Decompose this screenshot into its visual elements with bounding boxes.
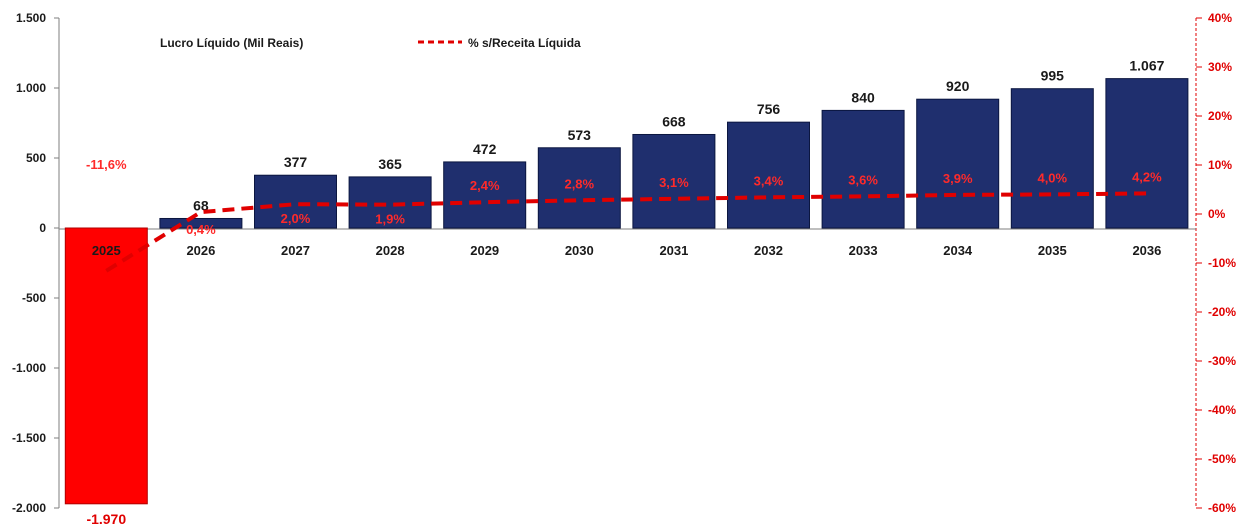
percent-label: 3,4% xyxy=(754,173,784,188)
percent-label: 3,9% xyxy=(943,171,973,186)
bar-2035 xyxy=(1010,88,1094,229)
right-tick-label: 0% xyxy=(1208,207,1226,221)
category-label: 2032 xyxy=(754,243,783,258)
right-tick-label: -20% xyxy=(1208,305,1236,319)
left-tick-label: 500 xyxy=(26,151,46,165)
right-tick-label: 20% xyxy=(1208,109,1232,123)
value-label: 756 xyxy=(757,101,781,117)
value-label: 377 xyxy=(284,154,308,170)
bar-2030 xyxy=(537,147,621,229)
percent-line-layer xyxy=(105,191,1147,273)
value-label: 995 xyxy=(1041,68,1065,84)
category-label: 2035 xyxy=(1038,243,1067,258)
category-label: 2031 xyxy=(659,243,688,258)
right-tick-label: -40% xyxy=(1208,403,1236,417)
percent-label: 2,4% xyxy=(470,178,500,193)
value-label: -1.970 xyxy=(86,511,126,527)
value-label: 573 xyxy=(568,127,592,143)
left-tick-label: -1.500 xyxy=(12,431,46,445)
percent-label: 3,1% xyxy=(659,175,689,190)
percent-labels: -11,6% 0,4% 2,0% 1,9% 2,4% 2,8% 3,1% 3,4% 3,6% 3,… xyxy=(86,157,1162,237)
percent-label: 2,8% xyxy=(564,176,594,191)
bar-2032 xyxy=(727,121,810,229)
bar-2033 xyxy=(821,109,905,229)
value-label: 68 xyxy=(193,197,209,213)
category-label: 2036 xyxy=(1132,243,1161,258)
right-tick-label: -10% xyxy=(1208,256,1236,270)
right-ticks: 40% 30% 20% 10% 0% -10% -20% -30% -40% -50% -60% xyxy=(1196,11,1236,515)
category-label: 2028 xyxy=(376,243,405,258)
left-tick-label: -500 xyxy=(22,291,46,305)
category-label: 2033 xyxy=(849,243,878,258)
percent-label: 0,4% xyxy=(186,222,216,237)
bar-2025 xyxy=(64,227,148,505)
bar-2036 xyxy=(1105,78,1189,229)
value-label: 365 xyxy=(378,156,402,172)
left-tick-label: 1.000 xyxy=(16,81,46,95)
right-tick-label: 10% xyxy=(1208,158,1232,172)
category-label: 2030 xyxy=(565,243,594,258)
left-tick-label: 1.500 xyxy=(16,11,46,25)
value-labels: -1.970 68 377 365 472 573 668 756 840 920 995 1.067 xyxy=(86,58,1164,527)
legend-line-series-label: % s/Receita Líquida xyxy=(468,36,581,50)
category-label: 2034 xyxy=(943,243,973,258)
category-label: 2026 xyxy=(186,243,215,258)
left-tick-label: -2.000 xyxy=(12,501,46,515)
bar-2031 xyxy=(632,133,716,229)
right-tick-label: -50% xyxy=(1208,452,1236,466)
category-label: 2025 xyxy=(92,243,121,258)
percent-label: 4,0% xyxy=(1037,170,1067,185)
percent-label: 4,2% xyxy=(1132,169,1162,184)
percent-label: -11,6% xyxy=(86,157,127,172)
right-tick-label: 40% xyxy=(1208,11,1232,25)
value-label: 920 xyxy=(946,78,970,94)
percent-label: 1,9% xyxy=(375,212,405,227)
percent-label: 2,0% xyxy=(281,211,311,226)
percent-line xyxy=(105,191,1147,273)
bar-2026 xyxy=(159,217,243,229)
legend: Lucro Líquido (Mil Reais) % s/Receita Lí… xyxy=(160,36,581,50)
right-tick-label: 30% xyxy=(1208,60,1232,74)
bar-2029 xyxy=(443,161,527,229)
legend-bar-series-label: Lucro Líquido (Mil Reais) xyxy=(160,36,303,50)
percent-label: 3,6% xyxy=(848,172,878,187)
category-label: 2029 xyxy=(470,243,499,258)
bar-2034 xyxy=(916,98,1000,229)
value-label: 472 xyxy=(473,141,497,157)
left-ticks: 1.500 1.000 500 0 -500 -1.000 -1.500 -2.000 xyxy=(12,11,59,515)
left-tick-label: -1.000 xyxy=(12,361,46,375)
right-tick-label: -30% xyxy=(1208,354,1236,368)
value-label: 1.067 xyxy=(1129,58,1164,74)
value-label: 668 xyxy=(662,113,686,129)
bars xyxy=(64,78,1189,505)
right-tick-label: -60% xyxy=(1208,501,1236,515)
left-tick-label: 0 xyxy=(39,221,46,235)
bar-2027 xyxy=(254,174,337,229)
value-label: 840 xyxy=(851,89,875,105)
category-labels: 2025 2026 2027 2028 2029 2030 2031 2032 2033 2034… xyxy=(92,243,1162,258)
category-label: 2027 xyxy=(281,243,310,258)
